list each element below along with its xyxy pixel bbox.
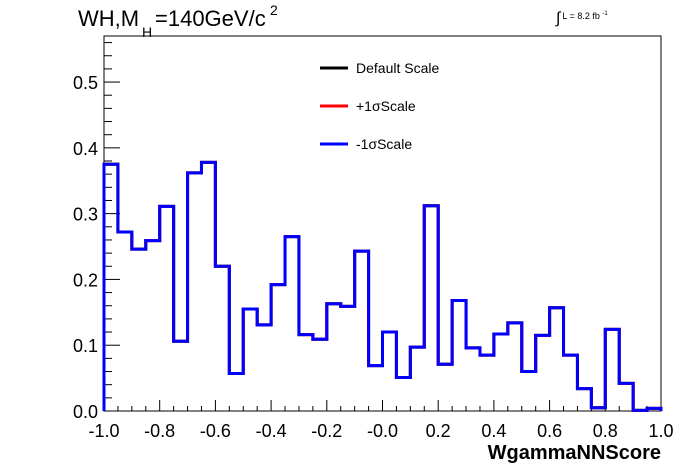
- x-tick-label: 0.4: [481, 421, 506, 441]
- legend-label: Default Scale: [356, 60, 439, 76]
- y-tick-label: 0.0: [73, 402, 98, 422]
- y-tick-label: 0.3: [73, 205, 98, 225]
- y-tick-label: 0.5: [73, 73, 98, 93]
- x-tick-label: -0.4: [256, 421, 287, 441]
- x-tick-label: -0.0: [367, 421, 398, 441]
- plot-title: WH,M: [78, 6, 139, 32]
- x-tick-label: 0.6: [537, 421, 562, 441]
- title-superscript: 2: [270, 2, 278, 18]
- title-main: WH,M: [78, 6, 140, 31]
- legend-label: -1σScale: [356, 136, 412, 152]
- x-tick-label: -0.8: [144, 421, 175, 441]
- x-tick-label: -1.0: [88, 421, 119, 441]
- lumi-text: L = 8.2 fb: [562, 11, 600, 21]
- y-tick-label: 0.2: [73, 270, 98, 290]
- title-subscript: H: [142, 24, 153, 40]
- series-line-2: [102, 160, 663, 412]
- luminosity-label: ∫ L = 8.2 fb -1: [556, 6, 608, 27]
- title-rest: =140GeV/c: [155, 6, 266, 31]
- x-tick-label: 0.2: [426, 421, 451, 441]
- x-tick-label: -0.6: [200, 421, 231, 441]
- y-tick-label: 0.1: [73, 336, 98, 356]
- y-tick-label: 0.4: [73, 139, 98, 159]
- x-tick-label: 0.8: [593, 421, 618, 441]
- x-axis-label: WgammaNNScore: [488, 442, 661, 464]
- integral-icon: ∫: [556, 10, 561, 27]
- x-tick-label: 1.0: [648, 421, 673, 441]
- x-tick-label: -0.2: [311, 421, 342, 441]
- legend-label: +1σScale: [356, 98, 416, 114]
- lumi-superscript: -1: [602, 11, 608, 17]
